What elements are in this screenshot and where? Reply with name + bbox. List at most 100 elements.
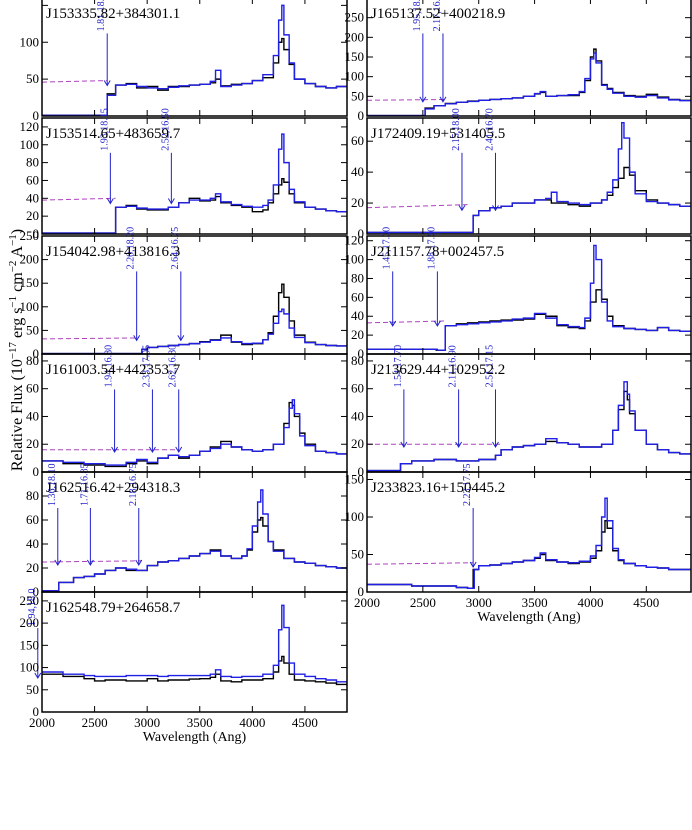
spectrum-panel: 1.93,18.15 2.52,16.50 0 20 40 60 80 100 120 J1535…	[20, 108, 348, 241]
y-tick-label: 20	[351, 436, 364, 451]
annotation-label: 2.64,16.75	[170, 227, 181, 270]
y-tick-label: 100	[20, 660, 40, 675]
annotation-label: 2.18,16.75	[128, 464, 139, 507]
plot-area	[367, 48, 691, 116]
plot-area	[42, 283, 347, 354]
panel-frame	[41, 591, 348, 713]
y-tick-label: 20	[26, 208, 39, 223]
arrow-head-icon	[492, 441, 499, 448]
observed-spectrum	[42, 516, 347, 592]
y-tick-label: 40	[26, 536, 39, 551]
break-annotation: 2.33,17.05	[141, 345, 156, 453]
y-tick-label: 0	[33, 346, 40, 361]
break-annotation: 2.18,16.75	[128, 464, 143, 566]
y-tick-label: 20	[26, 436, 39, 451]
y-tick-label: 50	[26, 682, 39, 697]
y-tick-label: 150	[20, 637, 40, 652]
model-spectrum	[367, 497, 691, 589]
x-axis-label: Wavelength (Ang)	[477, 610, 581, 625]
plot-area	[42, 133, 347, 234]
break-annotation: 1.45,17.00	[382, 227, 397, 327]
x-tick-label: 2500	[410, 595, 436, 610]
break-annotation: 2.20,18.20	[126, 227, 141, 342]
y-tick-label: 0	[33, 464, 40, 479]
annotation-label: 2.20,18.20	[126, 227, 137, 270]
x-tick-label: 2000	[354, 595, 380, 610]
annotation-label: 2.41,16.70	[484, 108, 495, 151]
y-tick-label: 20	[26, 560, 39, 575]
model-spectrum	[367, 121, 691, 234]
y-tick-label: 200	[20, 252, 40, 267]
annotation-label: 2.17,16.55	[432, 0, 443, 31]
y-tick-label: 0	[358, 226, 365, 241]
panel-title: J162516.42+294318.3	[46, 480, 180, 496]
annotation-label: 2.33,17.05	[141, 345, 152, 388]
y-tick-label: 100	[345, 252, 365, 267]
annotation-label: 1.94,18.0	[27, 589, 38, 627]
annotation-label: 1.45,17.00	[382, 227, 393, 270]
panels-container: 1.81,18.35 0 50 100 J153335.82+384301.1 1.95,…	[20, 0, 692, 745]
annotation-label: 2.62,16.80	[168, 345, 179, 388]
model-spectrum	[367, 244, 691, 351]
break-annotation: 2.17,16.55	[432, 0, 447, 103]
y-tick-label: 40	[26, 190, 39, 205]
panel-title: J161003.54+442353.7	[46, 362, 181, 378]
annotation-label: 1.54,17.70	[393, 345, 404, 388]
arrow-head-icon	[135, 559, 143, 566]
arrow-head-icon	[149, 446, 156, 453]
observed-spectrum	[42, 177, 347, 234]
break-annotation: 2.23,17.75	[462, 464, 477, 568]
y-tick-label: 0	[33, 226, 40, 241]
annotation-label: 1.36,18.10	[47, 464, 58, 507]
observed-spectrum	[42, 37, 347, 116]
observed-spectrum	[42, 401, 347, 468]
plot-area	[367, 381, 691, 472]
observed-spectrum	[42, 655, 347, 686]
annotation-label: 1.94,16.80	[104, 345, 115, 388]
x-tick-label: 3500	[187, 715, 213, 730]
observed-spectrum	[367, 48, 691, 116]
continuum-line	[367, 204, 468, 209]
annotation-label: 2.52,16.50	[160, 108, 171, 151]
y-tick-label: 100	[20, 137, 40, 152]
y-tick-label: 200	[345, 29, 365, 44]
y-tick-label: 40	[351, 308, 364, 323]
annotation-label: 2.11,16.90	[448, 345, 459, 387]
x-tick-label: 3000	[466, 595, 492, 610]
model-spectrum	[42, 308, 347, 354]
break-annotation: 2.52,16.50	[160, 108, 175, 205]
x-tick-label: 4500	[292, 715, 318, 730]
plot-area	[42, 399, 347, 468]
x-tick-label: 4500	[633, 595, 659, 610]
panel-title: J154042.98+413816.3	[46, 244, 180, 260]
break-annotation: 2.64,16.75	[170, 227, 185, 342]
model-spectrum	[367, 52, 691, 116]
panel-frame	[41, 117, 348, 235]
y-tick-label: 60	[26, 172, 39, 187]
spectrum-panel: 1.36,18.10 1.71,16.85 2.18,16.75 0 20 40 60 80 J…	[26, 464, 348, 599]
panel-title: J153514.65+483659.7	[46, 126, 181, 142]
panel-frame	[366, 117, 692, 235]
spectrum-panel: 2.15,18.00 2.41,16.70 0 20 40 60 J172409.19+53…	[351, 108, 692, 241]
spectrum-panel: 2.23,17.75 0 50 100 150 2000 2500 3000 3500 4000 4…	[345, 464, 692, 625]
break-annotation: 1.95,18.10	[412, 0, 427, 103]
spectrum-panel: 1.54,17.70 2.11,16.90 2.51,17.15 0 20 40 60 80 J…	[351, 345, 692, 479]
y-tick-label: 0	[33, 108, 40, 123]
spectrum-panel: 1.95,18.10 2.17,16.55 0 50 100 150 200 250 J1651…	[345, 0, 692, 123]
y-tick-label: 0	[358, 464, 365, 479]
arrow-head-icon	[492, 205, 499, 212]
break-annotation: 1.94,16.80	[104, 345, 118, 453]
model-spectrum	[42, 4, 347, 116]
y-tick-label: 60	[26, 381, 39, 396]
observed-spectrum	[367, 289, 691, 351]
y-tick-label: 20	[351, 195, 364, 210]
panel-title: J233823.16+150445.2	[371, 480, 505, 496]
break-annotation: 1.54,17.70	[393, 345, 408, 448]
y-tick-label: 250	[345, 10, 365, 25]
break-annotation: 1.93,18.15	[99, 108, 114, 205]
y-tick-label: 120	[20, 119, 40, 134]
continuum-line	[42, 337, 137, 340]
model-spectrum	[42, 133, 347, 234]
arrow-head-icon	[433, 320, 441, 327]
